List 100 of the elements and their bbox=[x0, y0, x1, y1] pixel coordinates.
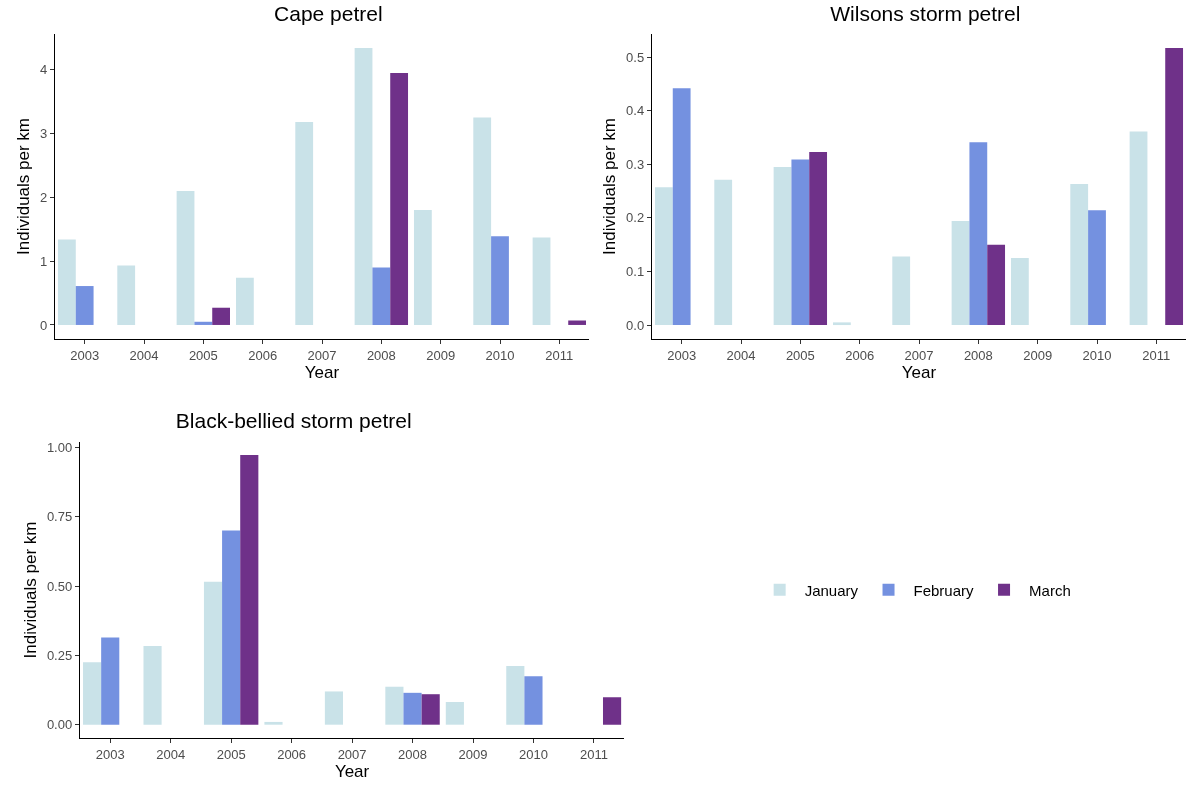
bar bbox=[354, 48, 373, 325]
bar bbox=[235, 277, 254, 325]
bar bbox=[264, 721, 283, 725]
x-tick-label: 2010 bbox=[1082, 347, 1112, 363]
bar bbox=[240, 455, 259, 725]
x-axis-title: Year bbox=[901, 363, 937, 383]
x-tick-label: 2010 bbox=[519, 746, 548, 762]
bar bbox=[413, 210, 432, 325]
bar bbox=[491, 236, 509, 325]
y-tick-label: 0.4 bbox=[626, 103, 645, 119]
y-tick-label: 0.0 bbox=[626, 317, 645, 333]
x-tick-label: 2005 bbox=[216, 746, 246, 762]
bar bbox=[372, 267, 391, 325]
x-tick-label: 2007 bbox=[307, 347, 337, 363]
x-tick-label: 2006 bbox=[277, 746, 307, 762]
bar bbox=[203, 581, 223, 725]
x-tick-label: 2006 bbox=[248, 347, 278, 363]
legend-label: January bbox=[804, 581, 859, 599]
chart-title: Black-bellied storm petrel bbox=[175, 409, 412, 433]
bar bbox=[1088, 210, 1106, 326]
y-tick-label: 3 bbox=[39, 126, 48, 142]
bar bbox=[176, 190, 195, 325]
x-tick-label: 2010 bbox=[485, 347, 515, 363]
x-axis-title: Year bbox=[334, 762, 370, 782]
chart-title: Wilsons storm petrel bbox=[830, 1, 1021, 25]
bar bbox=[75, 286, 94, 325]
bar bbox=[832, 322, 851, 326]
x-tick-label: 2009 bbox=[458, 746, 488, 762]
x-tick-label: 2003 bbox=[667, 347, 697, 363]
x-tick-label: 2011 bbox=[579, 746, 608, 762]
x-tick-label: 2003 bbox=[95, 746, 125, 762]
bar bbox=[791, 159, 810, 326]
bar bbox=[1129, 131, 1148, 326]
y-tick-label: 0.50 bbox=[46, 578, 73, 594]
y-tick-label: 0.1 bbox=[626, 264, 645, 280]
x-tick-label: 2005 bbox=[785, 347, 815, 363]
x-tick-label: 2005 bbox=[188, 347, 218, 363]
x-tick-label: 2009 bbox=[426, 347, 456, 363]
y-tick-label: 0 bbox=[39, 317, 48, 333]
bar bbox=[714, 179, 733, 326]
x-tick-label: 2004 bbox=[156, 746, 186, 762]
bar bbox=[1070, 184, 1089, 326]
bar bbox=[194, 321, 213, 325]
bar bbox=[602, 697, 622, 725]
bar bbox=[390, 72, 409, 325]
y-tick-label: 0.5 bbox=[626, 49, 645, 65]
bar bbox=[421, 694, 440, 725]
bar bbox=[57, 239, 76, 325]
y-tick-label: 4 bbox=[39, 62, 48, 78]
bar bbox=[568, 320, 587, 325]
bar bbox=[101, 637, 120, 725]
chart-title: Cape petrel bbox=[274, 1, 383, 25]
bar bbox=[969, 142, 988, 326]
bar bbox=[143, 645, 162, 725]
x-tick-label: 2003 bbox=[70, 347, 100, 363]
y-axis-title: Individuals per km bbox=[13, 117, 33, 256]
bar bbox=[445, 701, 464, 725]
bar bbox=[212, 307, 231, 325]
y-tick-label: 0.2 bbox=[626, 210, 645, 226]
bar bbox=[524, 676, 543, 725]
bar bbox=[324, 691, 344, 725]
x-tick-label: 2004 bbox=[129, 347, 159, 363]
x-tick-label: 2008 bbox=[963, 347, 993, 363]
y-tick-label: 0.75 bbox=[46, 509, 73, 525]
bar bbox=[773, 166, 792, 326]
bar bbox=[295, 122, 314, 325]
y-tick-label: 1 bbox=[39, 253, 48, 269]
bar bbox=[951, 221, 970, 326]
bar bbox=[809, 151, 828, 326]
x-tick-label: 2007 bbox=[904, 347, 934, 363]
y-tick-label: 0.00 bbox=[46, 717, 73, 733]
legend-label: March bbox=[1029, 581, 1071, 599]
y-axis-title: Individuals per km bbox=[599, 117, 619, 256]
y-axis-title: Individuals per km bbox=[20, 521, 40, 659]
bar bbox=[403, 692, 422, 725]
bar bbox=[532, 237, 551, 325]
y-tick-label: 2 bbox=[39, 189, 48, 205]
x-tick-label: 2008 bbox=[366, 347, 396, 363]
bar bbox=[1010, 258, 1029, 326]
bar bbox=[117, 265, 136, 325]
bar bbox=[987, 244, 1006, 326]
bar bbox=[473, 117, 492, 325]
bar bbox=[385, 686, 404, 725]
x-tick-label: 2006 bbox=[845, 347, 875, 363]
bar bbox=[1165, 47, 1184, 326]
x-tick-label: 2011 bbox=[1142, 347, 1171, 363]
bar bbox=[892, 256, 911, 326]
x-axis-title: Year bbox=[304, 363, 340, 383]
y-tick-label: 1.00 bbox=[46, 440, 73, 456]
x-tick-label: 2011 bbox=[545, 347, 574, 363]
y-tick-label: 0.3 bbox=[626, 156, 645, 172]
bar bbox=[83, 662, 102, 725]
bar bbox=[506, 665, 525, 725]
bar bbox=[654, 187, 673, 326]
x-tick-label: 2004 bbox=[726, 347, 756, 363]
legend-label: February bbox=[913, 581, 975, 599]
x-tick-label: 2007 bbox=[337, 746, 367, 762]
bar bbox=[222, 530, 241, 725]
bar bbox=[672, 88, 691, 326]
x-tick-label: 2009 bbox=[1023, 347, 1053, 363]
